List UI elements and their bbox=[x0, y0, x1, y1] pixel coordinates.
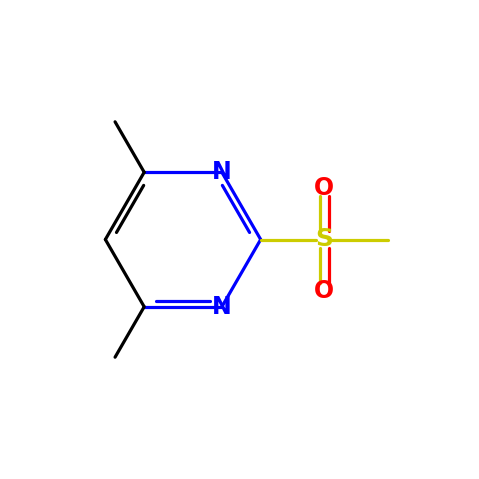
Text: O: O bbox=[314, 176, 334, 200]
Text: N: N bbox=[212, 160, 232, 184]
Text: O: O bbox=[314, 279, 334, 303]
Text: S: S bbox=[315, 228, 333, 251]
Text: N: N bbox=[212, 295, 232, 319]
